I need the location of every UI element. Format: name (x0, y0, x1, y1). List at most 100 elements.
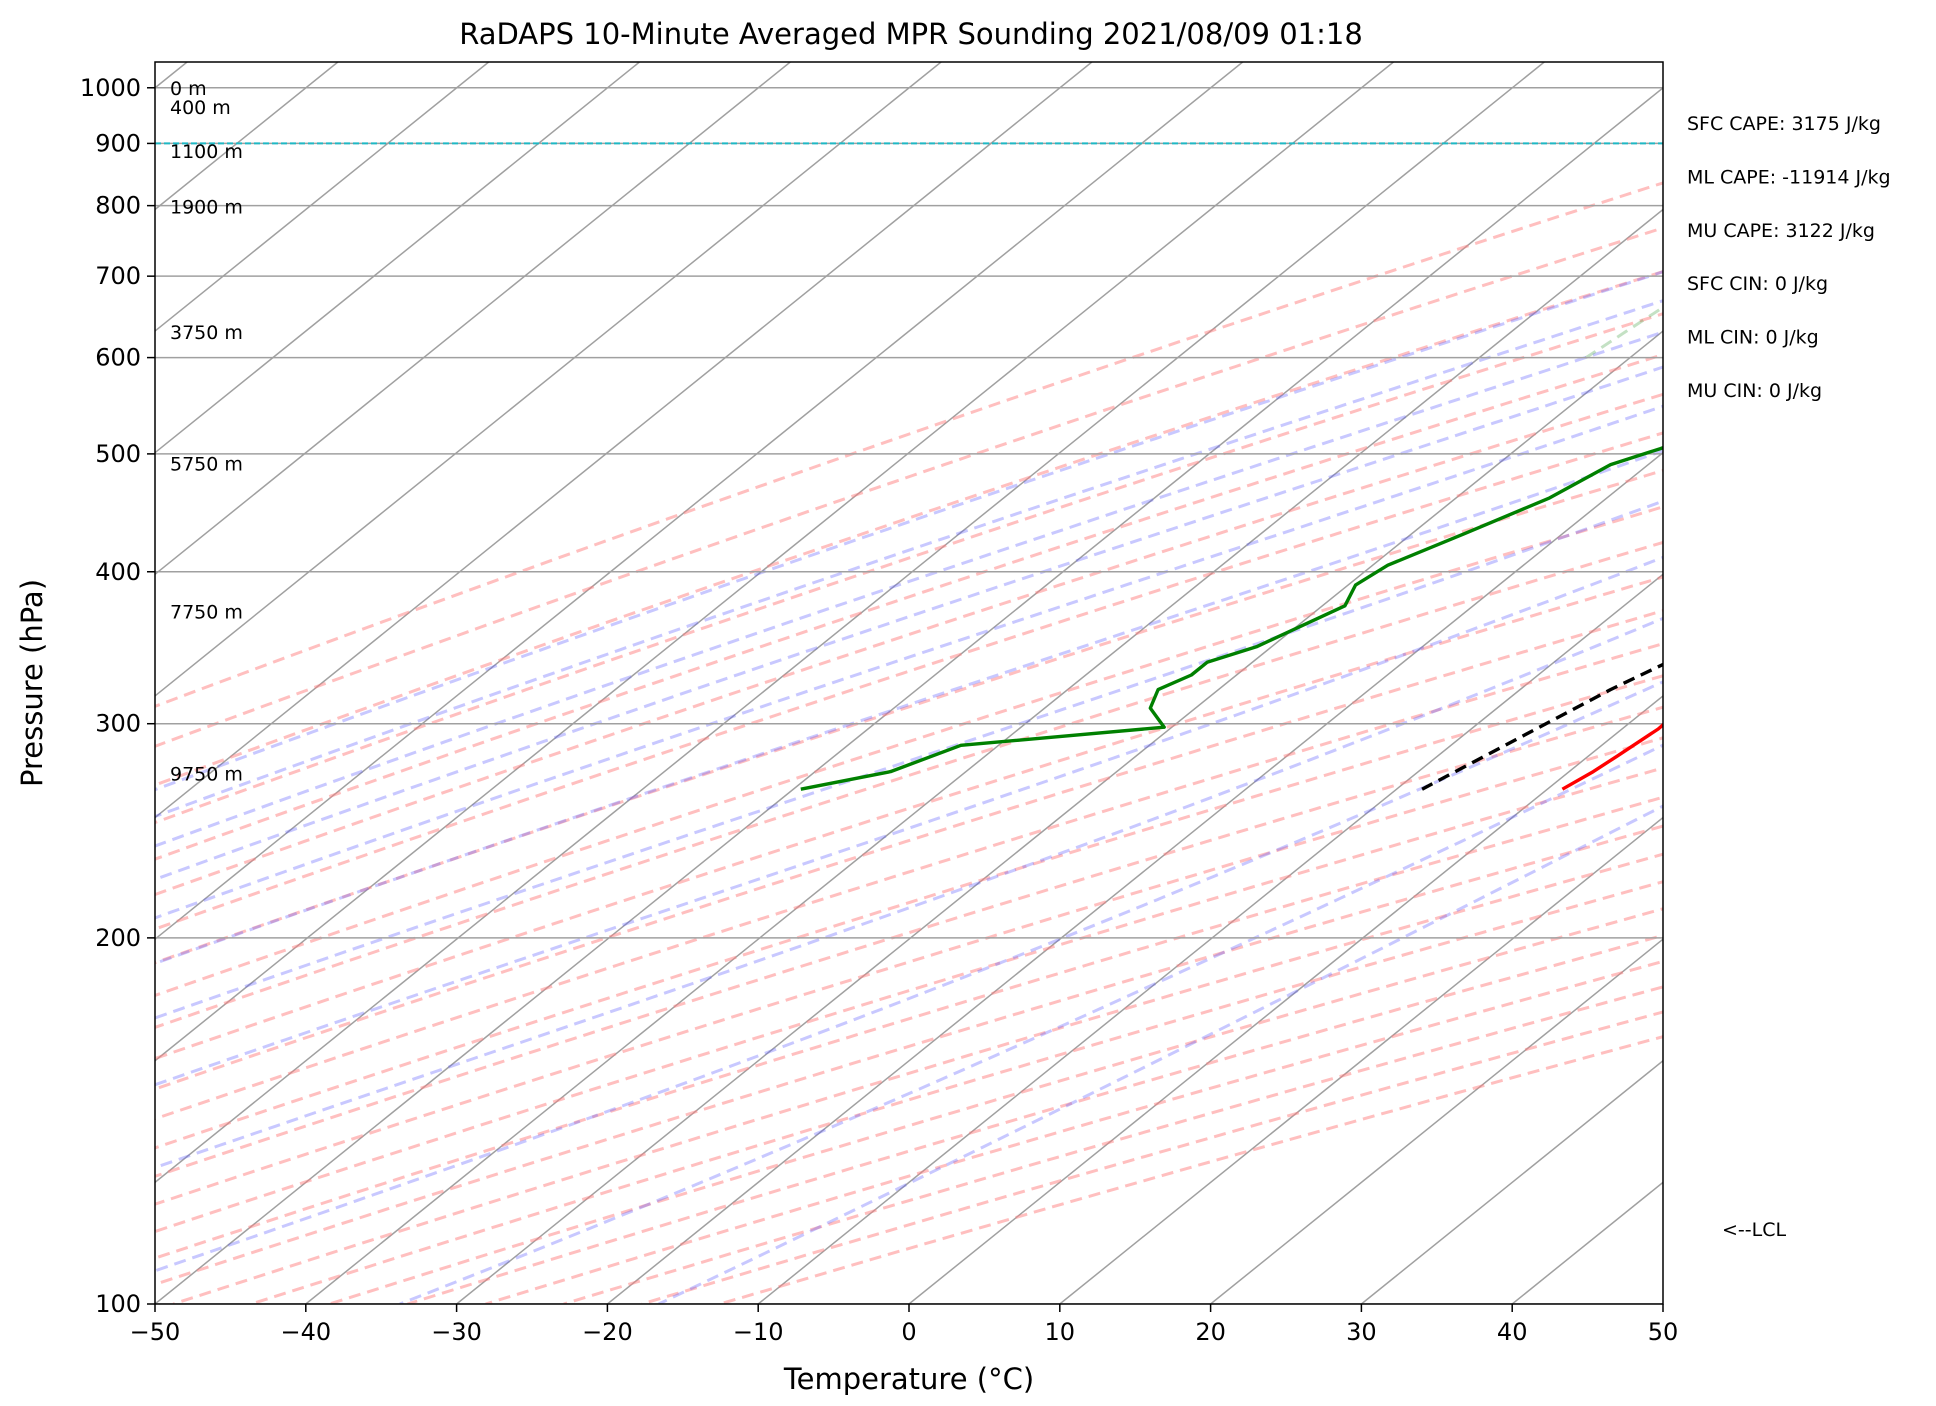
moist-adiabat-line (155, 270, 1663, 792)
isotherm-line (155, 62, 640, 454)
chart-title: RaDAPS 10-Minute Averaged MPR Sounding 2… (459, 17, 1363, 51)
x-tick-label: 0 (901, 1318, 916, 1346)
dry-adiabat-line (155, 674, 1663, 1150)
isotherm-line (1511, 1181, 1663, 1304)
height-label: 9750 m (170, 764, 243, 786)
moist-adiabat-line (155, 449, 1663, 965)
isotherm-line (305, 208, 1663, 1304)
y-tick-label: 100 (95, 1290, 141, 1318)
dry-adiabat-line (155, 181, 1663, 708)
x-tick-label: −30 (431, 1318, 482, 1346)
dry-adiabat-line (155, 353, 1663, 861)
moist-adiabat-line (155, 404, 1663, 920)
moist-adiabat-line (155, 616, 1663, 1170)
dry-adiabat-line (155, 392, 1663, 897)
isotherm-line (155, 86, 1663, 1304)
x-tick-label: −40 (280, 1318, 331, 1346)
y-tick-label: 500 (95, 440, 141, 468)
moist-adiabat-line (155, 555, 1663, 1087)
annotation-text: MU CAPE: 3122 J/kg (1687, 220, 1875, 242)
y-tick-label: 300 (95, 710, 141, 738)
background-lines (155, 62, 1936, 1304)
isotherm-line (908, 694, 1663, 1304)
moist-adiabat-line (155, 365, 1663, 881)
mixing-ratio-line (1585, 305, 1663, 359)
dry-adiabat-line (155, 226, 1663, 748)
stability-annotations: SFC CAPE: 3175 J/kg ML CAPE: -11914 J/kg M… (1687, 113, 1891, 402)
dry-adiabat-line (155, 766, 1663, 1234)
dry-adiabat-line (155, 736, 1663, 1206)
sounding-series (155, 142, 1663, 791)
dry-adiabat-line (155, 505, 1663, 998)
height-label: 5750 m (170, 453, 243, 475)
y-tick-label: 600 (95, 344, 141, 372)
y-axis: 100 200 300 400 500 600 700 800 900 1000 (80, 74, 155, 1318)
isotherm-line (155, 62, 1093, 819)
height-label: 0 m (170, 78, 207, 100)
isotherm-line (606, 451, 1663, 1304)
height-label: 1900 m (170, 196, 243, 218)
mixing-ratio-line (1857, 62, 1936, 358)
x-tick-label: 30 (1346, 1318, 1377, 1346)
x-tick-label: 50 (1648, 1318, 1679, 1346)
isotherm-line (1360, 1059, 1663, 1304)
moist-adiabat-line (155, 680, 1663, 1273)
y-axis-label: Pressure (hPa) (15, 579, 49, 787)
lcl-label: <--LCL (1722, 1219, 1786, 1241)
x-axis-label: Temperature (°C) (783, 1362, 1034, 1396)
dry-adiabat-line (485, 959, 1663, 1304)
isotherm-line (1662, 1303, 1663, 1304)
annotation-text: SFC CIN: 0 J/kg (1687, 273, 1828, 295)
dry-adiabat-line (155, 269, 1663, 787)
isotherm-line (155, 62, 1545, 1184)
x-tick-label: −50 (130, 1318, 181, 1346)
y-tick-label: 900 (95, 129, 141, 157)
temperature-profile-line (1561, 722, 1663, 791)
dry-adiabat-line (155, 540, 1663, 1029)
annotation-text: ML CIN: 0 J/kg (1687, 327, 1819, 349)
x-axis: −50 −40 −30 −20 −10 0 10 20 30 40 50 (130, 1304, 1679, 1346)
isotherm-line (155, 62, 1394, 1062)
dry-adiabat-line (328, 907, 1663, 1304)
annotation-text: MU CIN: 0 J/kg (1687, 380, 1822, 402)
mixing-ratio-line (1735, 62, 1936, 358)
annotation-text: ML CAPE: -11914 J/kg (1687, 166, 1891, 188)
x-tick-label: −20 (582, 1318, 633, 1346)
height-label: 400 m (170, 97, 231, 119)
x-tick-label: 40 (1497, 1318, 1528, 1346)
dry-adiabat-line (155, 705, 1663, 1178)
y-tick-label: 700 (95, 262, 141, 290)
isotherm-line (155, 62, 1244, 941)
moist-adiabat-line (155, 499, 1663, 1020)
isotherm-line (456, 330, 1663, 1304)
height-label: 1100 m (170, 141, 243, 163)
dry-adiabat-line (155, 824, 1663, 1286)
height-label: 3750 m (170, 322, 243, 344)
isotherm-line (155, 62, 339, 211)
dry-adiabat-line (155, 312, 1663, 825)
x-tick-label: −10 (733, 1318, 784, 1346)
dry-adiabat-line (155, 431, 1663, 931)
y-tick-label: 400 (95, 558, 141, 586)
dry-adiabat-line (155, 575, 1663, 1061)
y-tick-label: 200 (95, 924, 141, 952)
moist-adiabat-line (155, 330, 1663, 848)
y-tick-label: 800 (95, 192, 141, 220)
isotherm-line (155, 62, 942, 697)
plot-frame (154, 61, 1664, 1305)
x-tick-label: 10 (1045, 1318, 1076, 1346)
isotherm-line (1059, 816, 1663, 1304)
mixing-ratio-line (1933, 62, 1936, 358)
dry-adiabat-line (155, 642, 1663, 1121)
x-tick-label: 20 (1195, 1318, 1226, 1346)
height-labels: 9750 m 7750 m 5750 m 3750 m 1900 m 1100 m 400 … (170, 78, 243, 786)
dry-adiabat-line (155, 609, 1663, 1091)
parcel-profile-line (1421, 662, 1663, 791)
y-tick-label: 1000 (80, 74, 141, 102)
dry-adiabat-line (155, 468, 1663, 965)
height-label: 7750 m (170, 602, 243, 624)
isotherm-line (155, 62, 791, 576)
dry-adiabat-line (563, 985, 1663, 1304)
moist-adiabat-line (155, 299, 1663, 819)
